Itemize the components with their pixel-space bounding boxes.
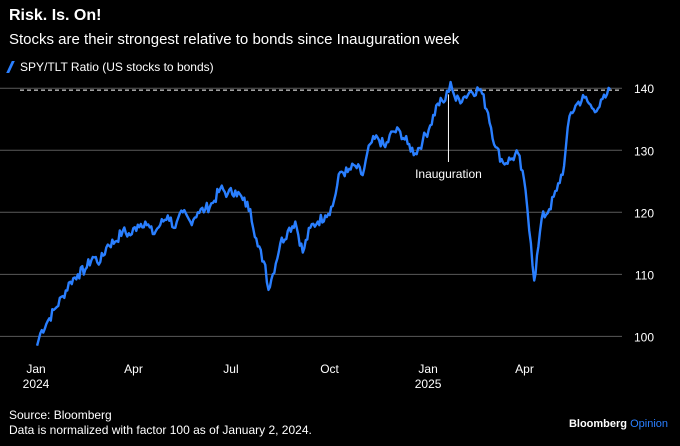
y-tick-label: 120 [634,206,654,220]
x-tick-year-label: 2025 [415,377,442,391]
x-tick-label: Jan [26,362,45,376]
x-tick-label: Oct [320,362,339,376]
normalization-note: Data is normalized with factor 100 as of… [9,423,312,437]
y-tick-label: 130 [634,144,654,158]
x-tick-label: Jul [223,362,238,376]
x-tick-label: Jan [418,362,437,376]
legend-label: SPY/TLT Ratio (US stocks to bonds) [20,60,214,74]
chart-subtitle: Stocks are their strongest relative to b… [9,31,460,48]
y-tick-label: 100 [634,330,654,344]
bloomberg-opinion-logo: Bloomberg Opinion [569,418,668,430]
x-tick-label: Apr [515,362,534,376]
series-line-0 [35,80,612,347]
x-tick-year-label: 2024 [23,377,50,391]
y-tick-label: 140 [634,82,654,96]
legend: SPY/TLT Ratio (US stocks to bonds) [6,60,214,74]
chart-title: Risk. Is. On! [9,7,102,24]
source-note: Source: Bloomberg [9,408,112,422]
y-tick-label: 110 [635,268,654,282]
x-tick-label: Apr [124,362,143,376]
annotation-label: Inauguration [415,167,482,181]
brand-suffix: Opinion [630,418,668,430]
brand-name: Bloomberg [568,418,628,430]
